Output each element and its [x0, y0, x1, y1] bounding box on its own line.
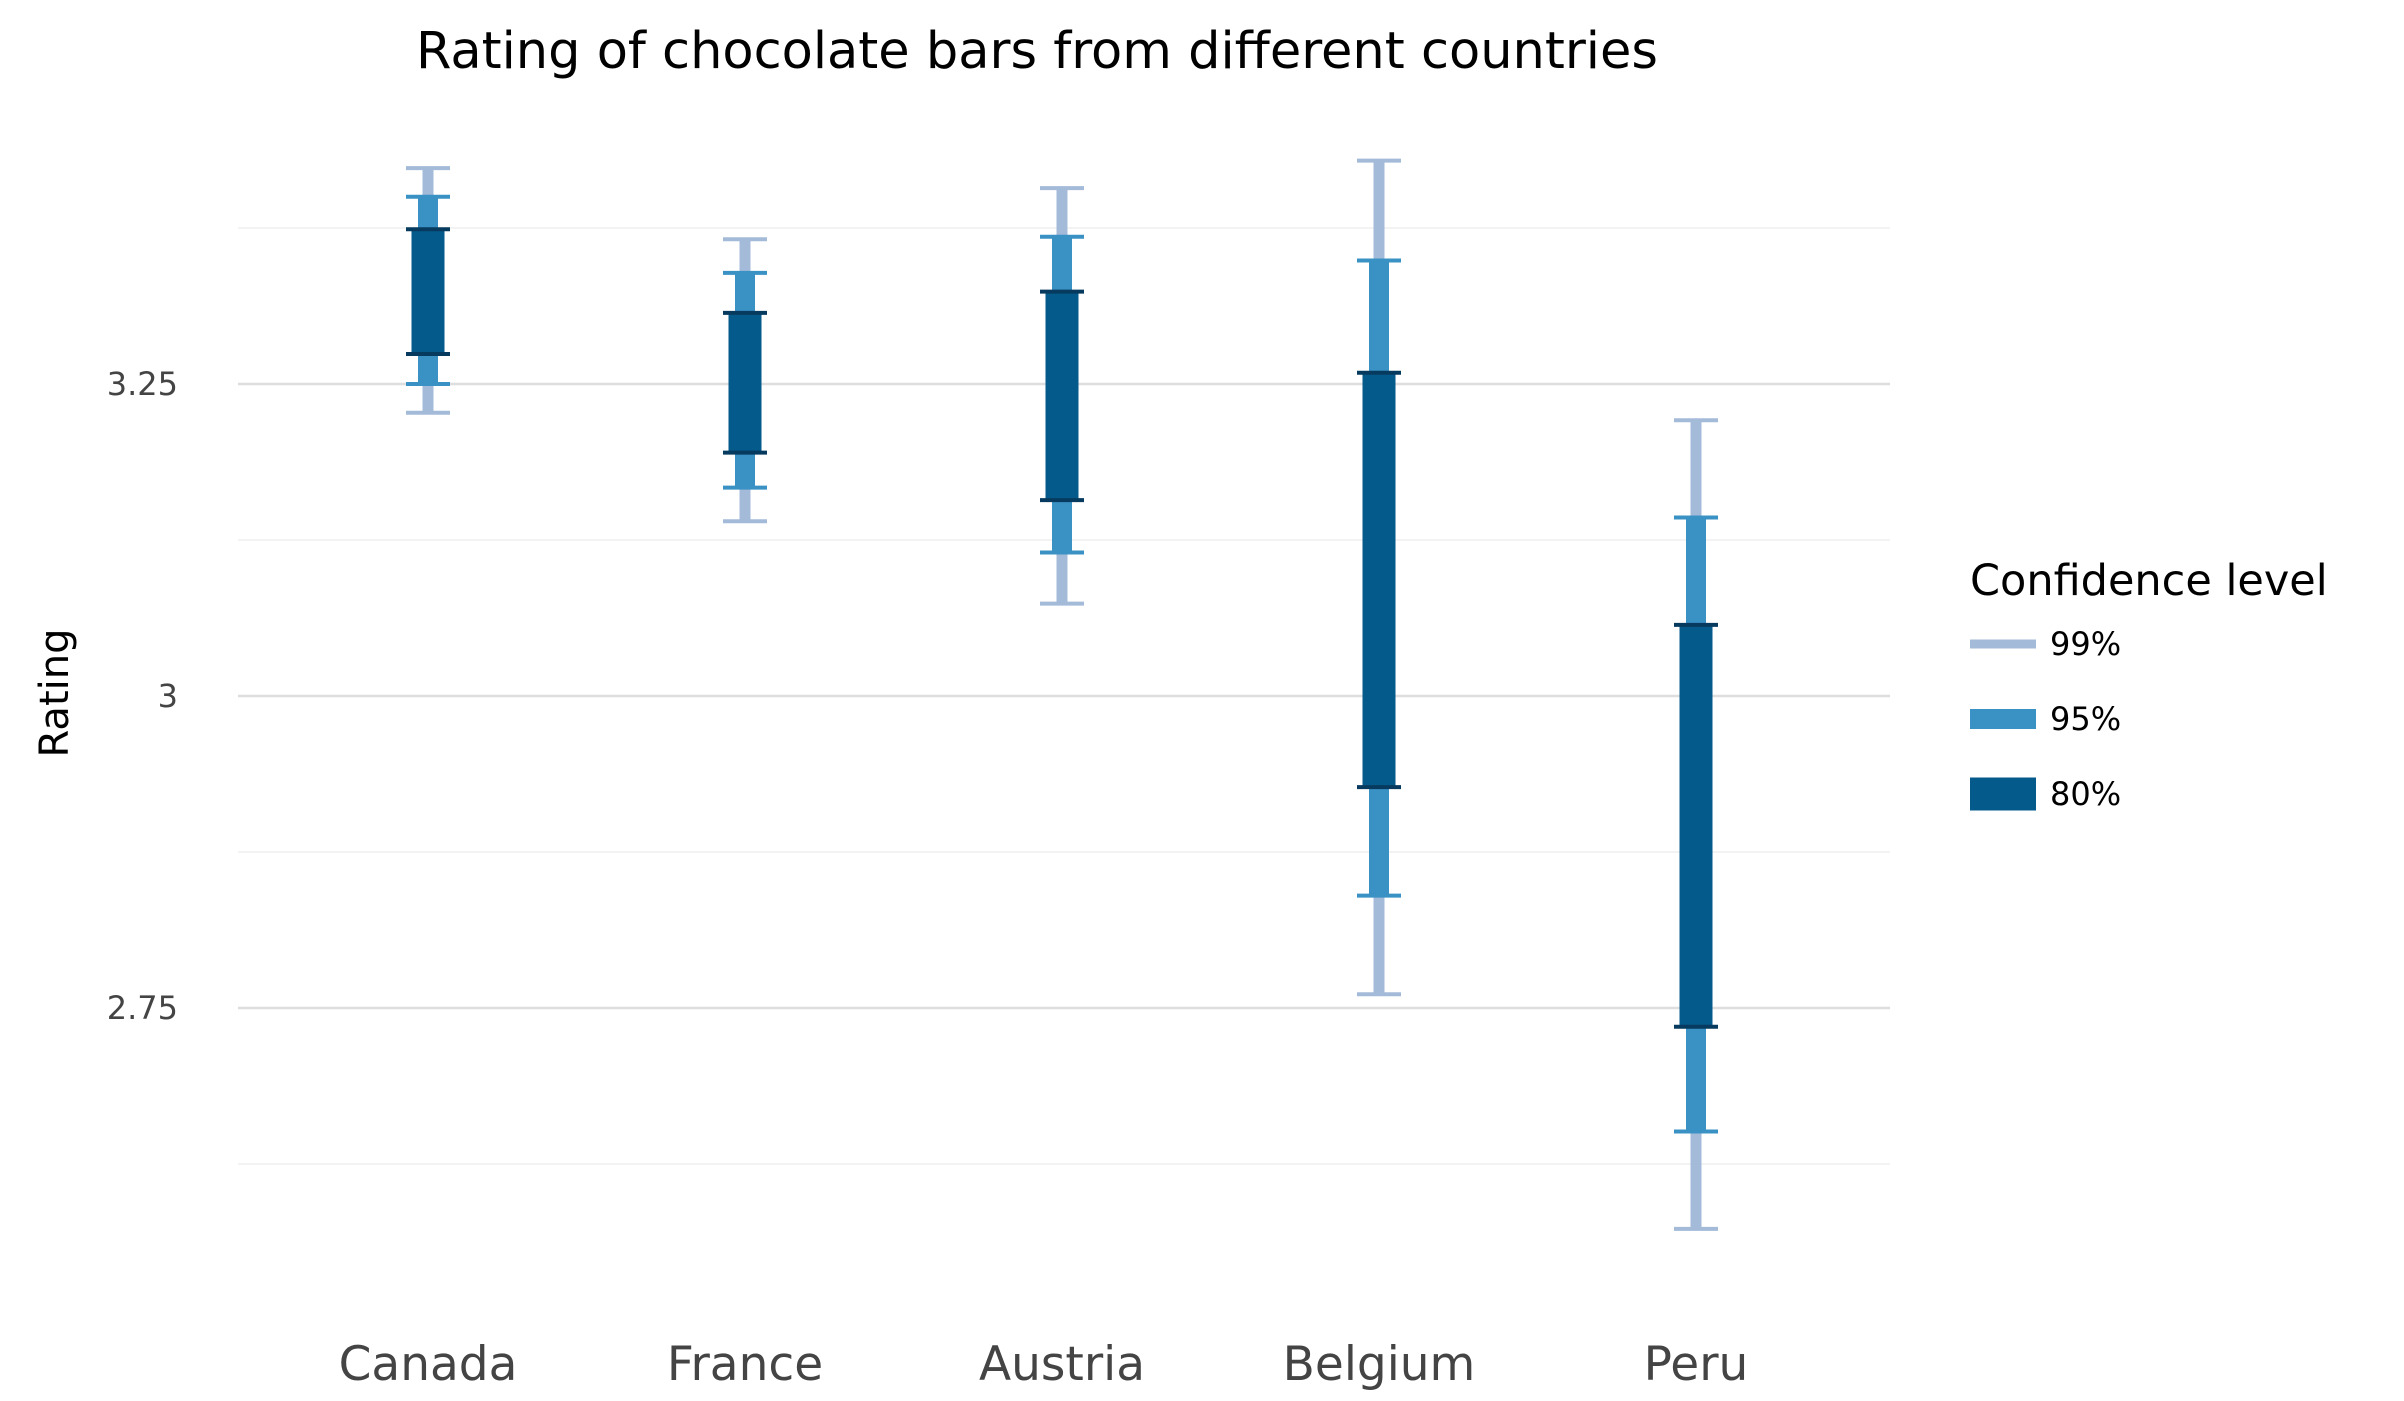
y-tick-label: 3	[158, 677, 178, 715]
interval-bar	[728, 312, 762, 453]
x-tick-label: Canada	[339, 1337, 518, 1392]
interval-bar	[411, 229, 445, 355]
legend-swatch	[1970, 777, 2036, 811]
legend-swatch	[1970, 639, 2036, 649]
x-tick-label: Austria	[979, 1337, 1145, 1392]
legend-label: 95%	[2050, 700, 2121, 738]
legend-label: 80%	[2050, 775, 2121, 813]
x-tick-label: France	[667, 1337, 823, 1392]
legend-swatch	[1970, 709, 2036, 729]
x-tick-label: Peru	[1644, 1337, 1749, 1392]
interval-marks	[406, 158, 1718, 1231]
y-axis-title: Rating	[32, 629, 78, 758]
x-tick-label: Belgium	[1283, 1337, 1476, 1392]
y-tick-label: 3.25	[107, 365, 178, 403]
chart-title: Rating of chocolate bars from different …	[416, 22, 1658, 81]
interval-bar	[1362, 372, 1396, 788]
x-axis-ticks: Canada France Austria Belgium Peru	[339, 1337, 1749, 1392]
legend-title: Confidence level	[1970, 556, 2328, 606]
y-axis-ticks: 3.25 3 2.75	[107, 365, 178, 1027]
legend-label: 99%	[2050, 625, 2121, 663]
legend: Confidence level 99% 95% 80%	[1970, 556, 2328, 813]
y-tick-label: 2.75	[107, 989, 178, 1027]
interval-bar	[1045, 291, 1079, 501]
interval-bar	[1679, 624, 1713, 1027]
